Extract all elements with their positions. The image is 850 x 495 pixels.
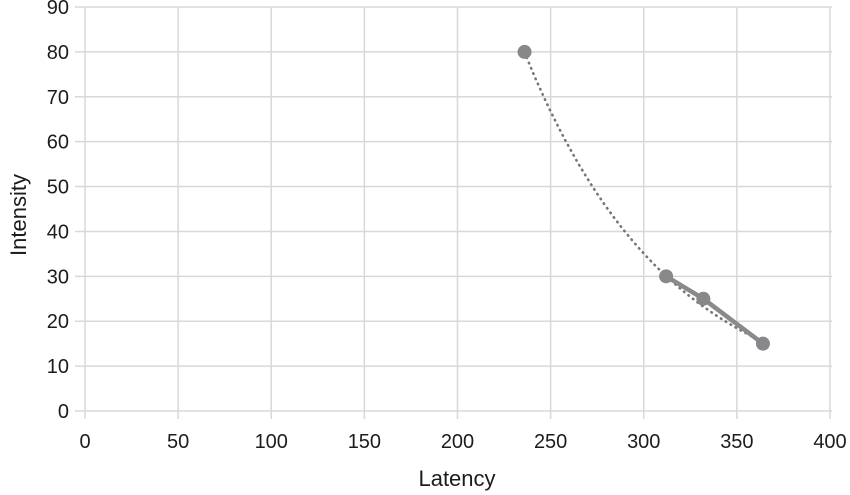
x-tick-label: 200 — [441, 431, 474, 453]
trendline-dotted — [523, 51, 765, 344]
data-point-marker — [659, 269, 674, 284]
x-tick-label: 350 — [720, 431, 753, 453]
x-tick-label: 50 — [167, 431, 189, 453]
y-tick-label: 10 — [47, 356, 69, 378]
y-tick-label: 40 — [47, 221, 69, 243]
y-tick-label: 60 — [47, 132, 69, 154]
x-tick-label: 300 — [627, 431, 660, 453]
y-tick-label: 20 — [47, 311, 69, 333]
y-tick-label: 50 — [47, 177, 69, 199]
y-tick-label: 90 — [47, 0, 69, 19]
series-line-solid — [663, 274, 766, 346]
y-tick-label: 70 — [47, 87, 69, 109]
data-point-marker — [517, 44, 532, 59]
data-point-marker — [696, 291, 711, 306]
x-tick-label: 100 — [255, 431, 288, 453]
y-tick-label: 0 — [58, 401, 69, 423]
x-tick-label: 250 — [534, 431, 567, 453]
x-tick-label: 400 — [813, 431, 846, 453]
x-axis-title: Latency — [418, 466, 496, 491]
x-tick-label: 0 — [79, 431, 90, 453]
y-axis-title-container: Intensity — [6, 125, 32, 305]
x-tick-label: 150 — [348, 431, 381, 453]
y-axis-title: Intensity — [6, 174, 31, 256]
y-tick-label: 80 — [47, 42, 69, 64]
y-tick-label: 30 — [47, 266, 69, 288]
data-point-marker — [755, 336, 770, 351]
